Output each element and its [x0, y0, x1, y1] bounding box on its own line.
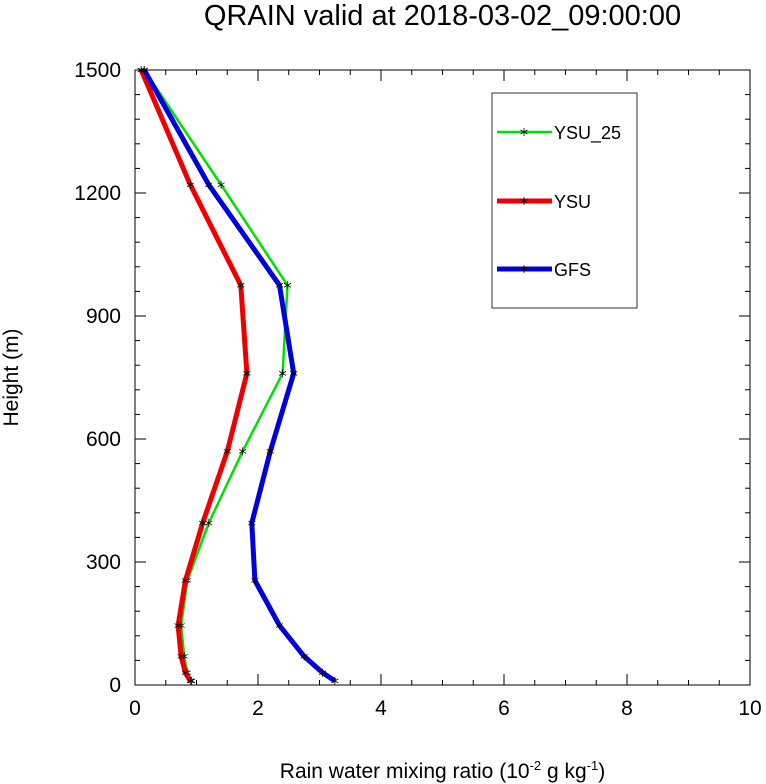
data-point: [251, 576, 259, 585]
data-point: [266, 447, 274, 456]
data-point: [181, 576, 190, 585]
series-gfs: [140, 66, 339, 685]
x-axis-label-prefix: Rain water mixing ratio (10: [280, 760, 530, 783]
data-point: [177, 652, 185, 661]
data-point: [186, 676, 195, 685]
tick-labels: 0 2 4 6 8 10 0 300 600 900 1200 1500: [74, 59, 761, 720]
series-lines: [137, 66, 339, 685]
series-ysu_25: [140, 66, 292, 685]
x-axis-label: Rain water mixing ratio (10-2 g kg-1): [280, 758, 605, 783]
x-axis-label-exp2: -1: [587, 758, 599, 773]
legend-item-ysu: YSU: [497, 192, 591, 212]
x-tick-label: 2: [252, 697, 264, 720]
data-point: [318, 668, 327, 677]
x-tick-label: 10: [738, 697, 761, 720]
y-tick-label: 300: [86, 551, 121, 574]
data-point: [300, 652, 308, 661]
data-point: [217, 180, 225, 189]
x-tick-label: 4: [375, 697, 387, 720]
data-point: [181, 668, 190, 677]
legend-label: GFS: [554, 260, 591, 280]
data-point: [174, 621, 182, 630]
data-point: [275, 621, 284, 630]
legend-item-ysu_25: YSU_25: [497, 123, 621, 144]
legend-marker: [520, 128, 528, 136]
data-point: [290, 369, 298, 378]
x-tick-label: 8: [621, 697, 633, 720]
legend: YSU_25 YSU GFS: [491, 92, 638, 309]
data-point: [223, 447, 231, 456]
x-tick-label: 0: [129, 697, 141, 720]
legend-label: YSU: [554, 192, 591, 212]
data-point: [237, 281, 245, 290]
x-axis-label-mid: g kg: [541, 760, 587, 783]
axis-ticks: [134, 69, 751, 686]
series-ysu: [137, 66, 251, 685]
data-point: [243, 369, 251, 378]
legend-label: YSU_25: [554, 123, 621, 144]
chart-title: QRAIN valid at 2018-03-02_09:00:00: [203, 0, 682, 32]
y-tick-label: 1200: [74, 182, 121, 205]
data-point: [186, 180, 195, 189]
data-point: [283, 281, 292, 290]
x-tick-label: 6: [498, 697, 510, 720]
data-point: [275, 281, 284, 290]
y-tick-label: 0: [109, 674, 121, 697]
legend-marker: [520, 265, 528, 273]
data-point: [248, 519, 256, 528]
series-line: [142, 68, 337, 683]
data-point: [205, 180, 213, 189]
x-axis-label-exp1: -2: [530, 758, 542, 773]
plot-frame: [134, 69, 751, 686]
data-point: [278, 369, 287, 378]
y-axis-label: Height (m): [0, 328, 23, 426]
y-tick-label: 600: [86, 428, 121, 451]
series-line: [143, 69, 289, 682]
legend-marker: [520, 197, 528, 205]
data-point: [331, 676, 339, 685]
y-tick-label: 1500: [74, 59, 121, 82]
data-point: [198, 519, 207, 528]
x-axis-label-suffix: ): [598, 760, 605, 783]
data-point: [205, 519, 213, 528]
data-point: [238, 447, 247, 456]
y-tick-label: 900: [86, 305, 121, 328]
legend-item-gfs: GFS: [497, 260, 591, 280]
